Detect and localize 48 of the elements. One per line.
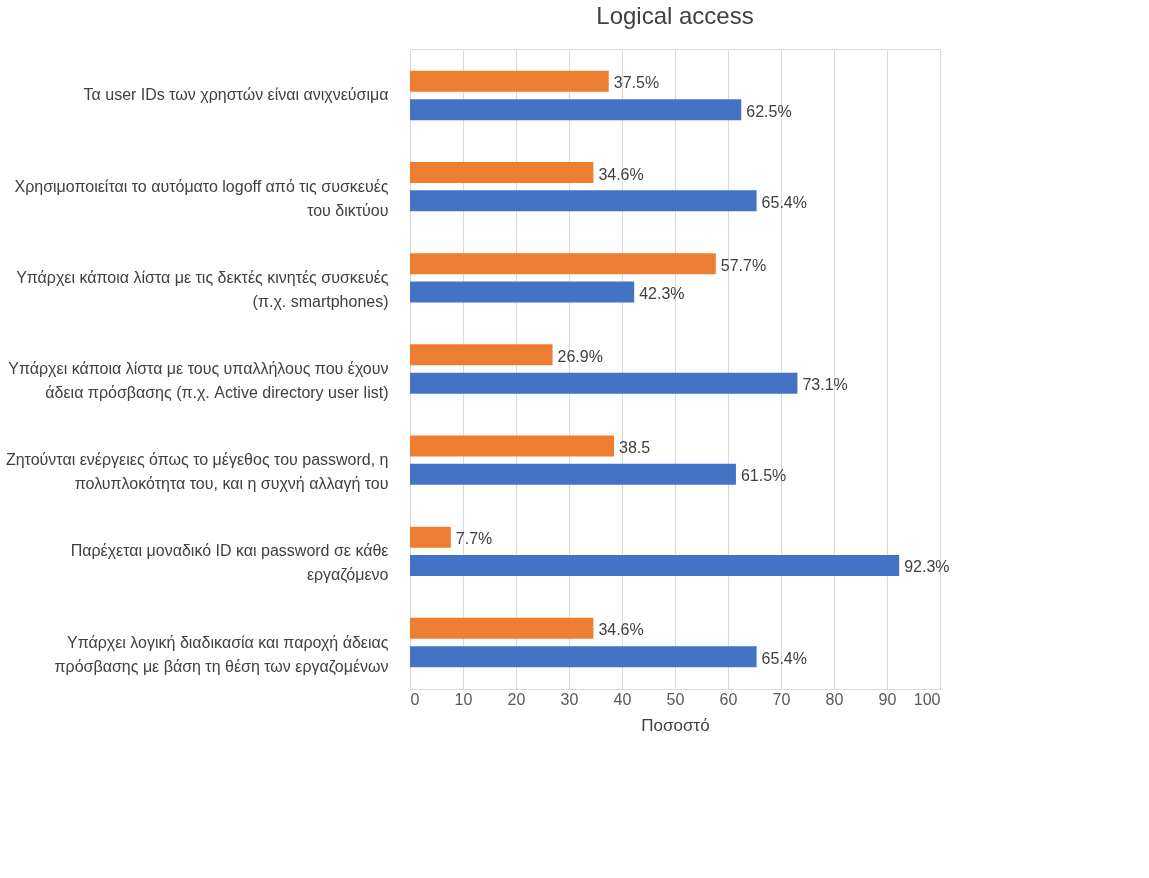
x-tick-label: 50 [666,690,685,708]
bar [410,70,609,92]
y-tick-label: Υπάρχει λογική διαδικασία και παροχή άδειας πρόσβασης με βάση τη θέση των εργαζομένων [54,633,389,676]
bar [410,190,757,212]
x-tick-label: 80 [825,690,844,708]
data-label: 65.4% [761,193,807,211]
x-tick-label: 10 [454,690,473,708]
bar [410,372,798,394]
x-tick-label: 40 [613,690,632,708]
bar [410,526,451,548]
data-label: 34.6% [598,165,644,183]
y-tick-label: Ζητούνται ενέργειες όπως το μέγεθος του password, η πολυπλοκότητα του, και η συχνή αλλαγή του [5,451,389,493]
x-axis-title: Ποσοστό [641,715,710,735]
data-label: 7.7% [455,530,493,548]
x-tick-label: 30 [560,690,579,708]
x-tick-label: 20 [507,690,526,708]
y-tick-label: Τα user IDs των χρηστών είναι ανιχνεύσιμα [83,86,389,104]
data-label: 57.7% [720,256,767,274]
data-label: 34.6% [598,621,644,639]
y-tick-label: Υπάρχει κάποια λίστα με τους υπαλλήλους που έχουν άδεια πρόσβασης (π.χ. Active directory user list) [8,360,389,401]
data-label: 65.4% [761,649,807,667]
y-tick-label: Χρησιμοποιείται το αυτόματο logoff από τις συσκευές του δικτύου [14,177,389,219]
bar [410,281,635,303]
data-label: 38.5 [619,439,651,457]
bar [410,162,594,184]
data-label: 61.5% [740,467,787,485]
x-tick-label: 90 [878,690,897,708]
x-tick-label: 0 [410,690,420,708]
bar [410,99,742,121]
y-tick-label: Υπάρχει κάποια λίστα με τις δεκτές κινητές συσκευές (π.χ. smartphones) [16,268,389,310]
data-label: 37.5% [613,74,660,92]
data-label: 62.5% [746,102,792,120]
x-tick-label: 70 [772,690,791,708]
data-label: 92.3% [904,558,950,576]
x-tick-label: 60 [719,690,738,708]
data-label: 26.9% [557,347,603,365]
data-label: 42.3% [639,284,685,302]
x-tick-label: 100 [913,690,941,708]
bar [410,617,594,639]
bar [410,435,615,457]
bar [410,463,736,485]
chart-title: Logical access [596,2,754,29]
bar [410,253,716,275]
y-tick-label: Παρέχεται μοναδικό ID και password σε κάθε εργαζόμενο [70,542,389,585]
bar [410,646,757,668]
bar [410,344,553,366]
bar [410,554,900,576]
data-label: 73.1% [802,376,848,394]
